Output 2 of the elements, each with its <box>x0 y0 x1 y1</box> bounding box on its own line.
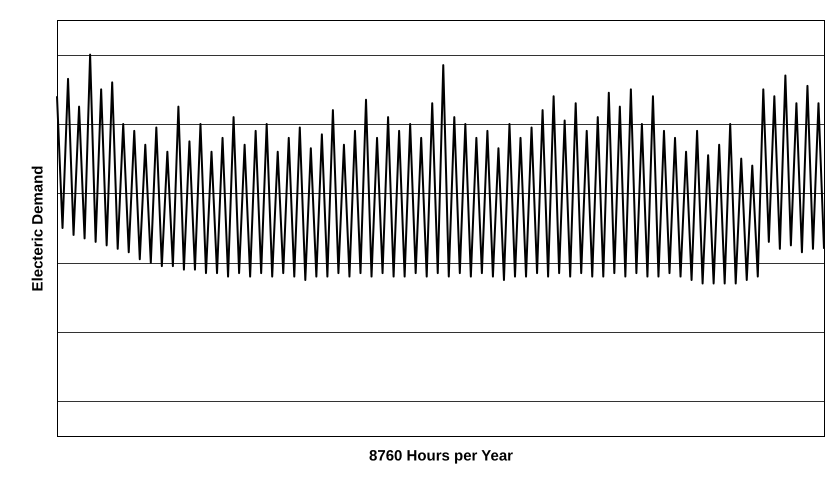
y-axis-title: Electeric Demand <box>30 166 46 292</box>
x-axis-title: 8760 Hours per Year <box>369 448 514 464</box>
